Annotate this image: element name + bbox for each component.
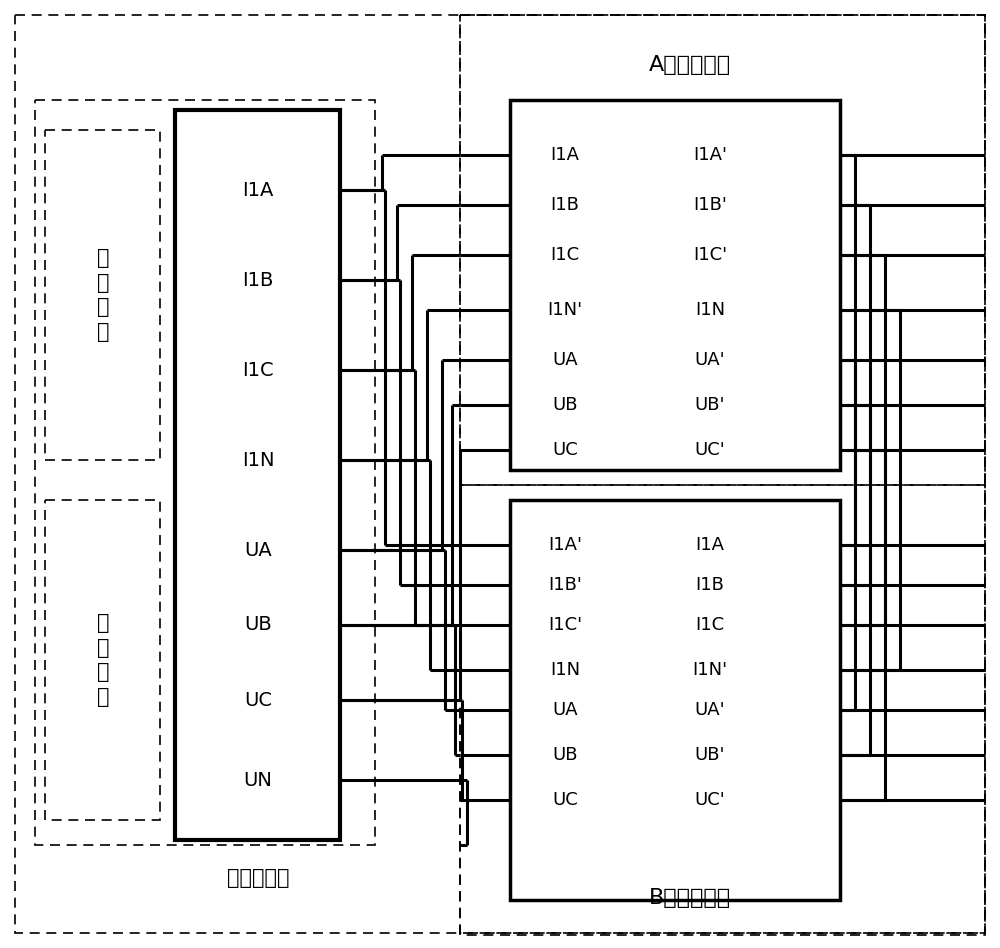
- Text: I1N': I1N': [547, 301, 583, 319]
- Text: 电
压
回
路: 电 压 回 路: [97, 612, 109, 707]
- Text: I1A: I1A: [242, 180, 274, 199]
- Text: 试验保护仪: 试验保护仪: [227, 868, 289, 888]
- Text: UB: UB: [244, 615, 272, 634]
- Text: UC: UC: [244, 690, 272, 709]
- Bar: [175, 110, 340, 840]
- Text: UB: UB: [552, 396, 578, 414]
- Text: I1A': I1A': [693, 146, 727, 164]
- Bar: [510, 100, 840, 470]
- Bar: [460, 485, 985, 935]
- Text: I1B': I1B': [693, 196, 727, 214]
- Text: UA: UA: [552, 701, 578, 719]
- Text: I1B: I1B: [696, 576, 724, 594]
- Bar: [45, 130, 160, 460]
- Text: UA: UA: [244, 540, 272, 559]
- Text: I1B: I1B: [551, 196, 579, 214]
- Text: I1C: I1C: [242, 360, 274, 379]
- Text: A屏保护装置: A屏保护装置: [649, 55, 731, 75]
- Text: I1A': I1A': [548, 536, 582, 554]
- Text: I1C': I1C': [693, 246, 727, 264]
- Bar: [460, 15, 985, 933]
- Text: I1A: I1A: [696, 536, 724, 554]
- Text: I1A: I1A: [550, 146, 580, 164]
- Text: I1C: I1C: [695, 616, 725, 634]
- Bar: [35, 100, 375, 845]
- Bar: [45, 500, 160, 820]
- Text: UC: UC: [552, 441, 578, 459]
- Text: UN: UN: [244, 771, 272, 790]
- Text: I1N: I1N: [695, 301, 725, 319]
- Text: I1N: I1N: [550, 661, 580, 679]
- Text: I1C: I1C: [550, 246, 580, 264]
- Bar: [510, 500, 840, 900]
- Text: UC: UC: [552, 791, 578, 809]
- Text: I1N': I1N': [692, 661, 728, 679]
- Text: UA': UA': [695, 701, 725, 719]
- Text: I1B: I1B: [242, 270, 274, 289]
- Text: I1B': I1B': [548, 576, 582, 594]
- Text: UB': UB': [695, 396, 725, 414]
- Text: UA: UA: [552, 351, 578, 369]
- Text: I1C': I1C': [548, 616, 582, 634]
- Text: I1N: I1N: [242, 450, 274, 469]
- Text: B屏保护装置: B屏保护装置: [649, 888, 731, 908]
- Text: UB': UB': [695, 746, 725, 764]
- Text: 电
流
回
路: 电 流 回 路: [97, 247, 109, 342]
- Bar: [460, 15, 985, 485]
- Text: UC': UC': [695, 441, 725, 459]
- Text: UB: UB: [552, 746, 578, 764]
- Text: UA': UA': [695, 351, 725, 369]
- Text: UC': UC': [695, 791, 725, 809]
